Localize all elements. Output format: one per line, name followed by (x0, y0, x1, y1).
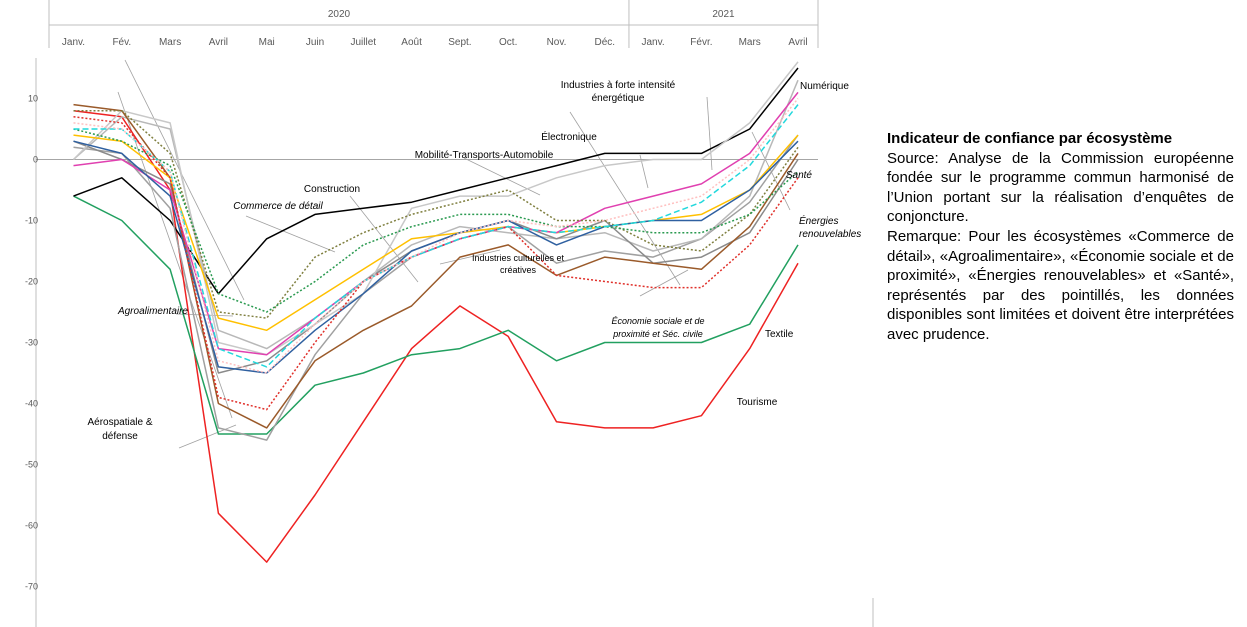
x-tick-label: Juillet (351, 37, 377, 48)
series-line (73, 67, 799, 295)
series-line (73, 140, 799, 374)
y-tick-label: -20 (25, 277, 38, 287)
annotation-leader-lines (117, 59, 791, 449)
annotation-text: renouvelables (799, 229, 861, 240)
chart-series (72, 61, 799, 563)
annotation-leader (751, 131, 791, 211)
month-header: 2020 2021 Janv. Fév. Mars Avril Mai Juin Juillet… (48, 0, 819, 48)
annotation-text: proximité et Séc. civile (612, 329, 703, 339)
year-label: 2020 (328, 9, 351, 20)
x-tick-label: Mars (159, 37, 181, 48)
series-annotation: Économie sociale et de proximité et Séc. … (611, 316, 704, 339)
annotation-text: Industries à forte intensité (561, 80, 676, 91)
annotation-text: Tourisme (737, 397, 778, 408)
series-annotation: Tourisme (737, 397, 778, 408)
series-annotation: Numérique (800, 81, 849, 92)
annotation-text: Numérique (800, 81, 849, 92)
series-annotation: Énergies renouvelables (799, 214, 861, 240)
series-line (73, 98, 799, 374)
year-label: 2021 (712, 9, 735, 20)
x-tick-label: Fév. (112, 37, 131, 48)
series-annotation: Électronique (541, 130, 597, 143)
series-annotation: Aérospatiale & défense (87, 417, 152, 442)
annotation-leader (463, 157, 541, 196)
chart-caption: Indicateur de confiance par écosystème S… (887, 129, 1234, 345)
series-line (72, 61, 799, 356)
annotation-leader (439, 249, 501, 265)
x-tick-label: Mars (739, 37, 761, 48)
annotation-text: défense (102, 431, 138, 442)
chart-axes: 2020 2021 Janv. Fév. Mars Avril Mai Juin Juillet… (25, 0, 874, 627)
series-line (73, 134, 799, 332)
series-annotation: Textile (765, 329, 794, 340)
series-annotation: Mobilité-Transports-Automobile (415, 150, 554, 161)
annotation-leader (245, 215, 336, 253)
series-line (73, 195, 799, 435)
x-tick-label: Avril (209, 37, 228, 48)
annotation-text: Agroalimentaire (117, 306, 188, 317)
annotation-text: Commerce de détail (233, 201, 323, 212)
y-tick-label: -60 (25, 521, 38, 531)
y-tick-label: -50 (25, 460, 38, 470)
annotation-leader (117, 91, 233, 419)
series-annotation: Agroalimentaire (117, 306, 188, 317)
annotation-text: Aérospatiale & (87, 417, 152, 428)
x-tick-label: Avril (788, 37, 807, 48)
caption-remark: Remarque: Pour les écosystèmes «Commerce… (887, 227, 1234, 343)
caption-title: Indicateur de confiance par écosystème (887, 130, 1173, 147)
series-annotation: Santé (786, 170, 813, 181)
y-tick-label: 0 (33, 155, 38, 165)
annotation-text: Énergies (799, 214, 838, 227)
series-annotations: Industries à forte intensité énergétique N… (87, 80, 861, 442)
y-tick-label: -30 (25, 338, 38, 348)
series-annotation: Industries culturelles et créatives (472, 253, 565, 275)
x-tick-label: Mai (259, 37, 275, 48)
annotation-leader (639, 269, 689, 297)
x-tick-label: Août (401, 37, 422, 48)
annotation-text: Industries culturelles et (472, 253, 565, 263)
x-tick-label: Janv. (642, 37, 665, 48)
annotation-text: Mobilité-Transports-Automobile (415, 150, 554, 161)
series-line (73, 128, 799, 313)
series-line (73, 116, 799, 411)
x-tick-label: Janv. (62, 37, 85, 48)
y-tick-label: -40 (25, 399, 38, 409)
annotation-text: Textile (765, 329, 794, 340)
x-tick-label: Juin (306, 37, 324, 48)
annotation-leader (124, 59, 245, 301)
x-tick-label: Févr. (690, 37, 712, 48)
y-tick-label: 10 (28, 94, 38, 104)
y-tick-label: -10 (25, 216, 38, 226)
annotation-leader (706, 96, 713, 171)
series-annotation: Commerce de détail (233, 201, 323, 212)
x-tick-label: Nov. (547, 37, 567, 48)
series-annotation: Industries à forte intensité énergétique (561, 80, 676, 104)
annotation-text: énergétique (592, 93, 645, 104)
series-line (73, 104, 799, 368)
x-tick-label: Sept. (448, 37, 471, 48)
annotation-leader (569, 111, 681, 286)
x-tick-label: Oct. (499, 37, 517, 48)
annotation-leader (349, 195, 419, 283)
annotation-text: Électronique (541, 130, 597, 143)
x-tick-label: Déc. (595, 37, 616, 48)
y-tick-label: -70 (25, 582, 38, 592)
annotation-text: Économie sociale et de (611, 316, 704, 326)
series-annotation: Construction (304, 184, 360, 195)
annotation-text: créatives (500, 265, 537, 275)
annotation-text: Construction (304, 184, 360, 195)
confidence-chart: 2020 2021 Janv. Fév. Mars Avril Mai Juin Juillet… (25, 0, 874, 627)
caption-source: Source: Analyse de la Commission europée… (887, 149, 1234, 226)
annotation-text: Santé (786, 170, 813, 181)
